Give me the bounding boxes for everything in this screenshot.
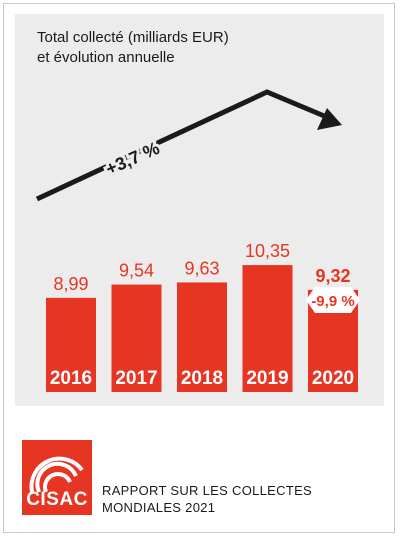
x-tick-label: 2016: [50, 368, 92, 389]
x-tick-label: 2020: [312, 368, 354, 389]
report-caption: RAPPORT SUR LES COLLECTES MONDIALES 2021: [102, 482, 382, 516]
logo-text: CISAC: [26, 489, 88, 510]
chart-title-line-2: et évolution annuelle: [37, 49, 175, 66]
data-label: 9,54: [119, 261, 154, 281]
cisac-logo: CISAC: [22, 440, 92, 515]
growth-annotation: +3,7 %: [103, 138, 163, 179]
trend-arrow-line: [35, 89, 330, 202]
bar-2018: [177, 282, 227, 392]
arrow-head-icon: [317, 108, 342, 130]
data-label: 9,63: [184, 258, 219, 278]
report-caption-line-1: RAPPORT SUR LES COLLECTES: [102, 483, 313, 498]
decline-annotation: -9,9 %: [311, 293, 354, 310]
x-tick-label: 2019: [246, 368, 288, 389]
bar-chart: 2016 2017 2018 2019 2020 8,99 9,54 9,63 10,35 9,3…: [35, 89, 360, 392]
data-label: 8,99: [53, 274, 88, 294]
report-caption-line-2: MONDIALES 2021: [102, 500, 216, 515]
decline-badge: [306, 287, 360, 313]
chart-title: Total collecté (milliards EUR) et évolut…: [37, 28, 367, 68]
x-tick-label: 2017: [115, 368, 157, 389]
chart-panel: Total collecté (milliards EUR) et évolut…: [15, 14, 384, 406]
data-label: 9,32: [315, 266, 350, 286]
bar-2016: [46, 297, 96, 392]
chart-title-line-1: Total collecté (milliards EUR): [37, 29, 229, 46]
bar-2019: [242, 265, 293, 392]
bar-2017: [111, 284, 162, 392]
cisac-logo-emblem-icon: [29, 456, 84, 493]
x-tick-label: 2018: [181, 368, 223, 389]
data-label: 10,35: [245, 241, 290, 261]
